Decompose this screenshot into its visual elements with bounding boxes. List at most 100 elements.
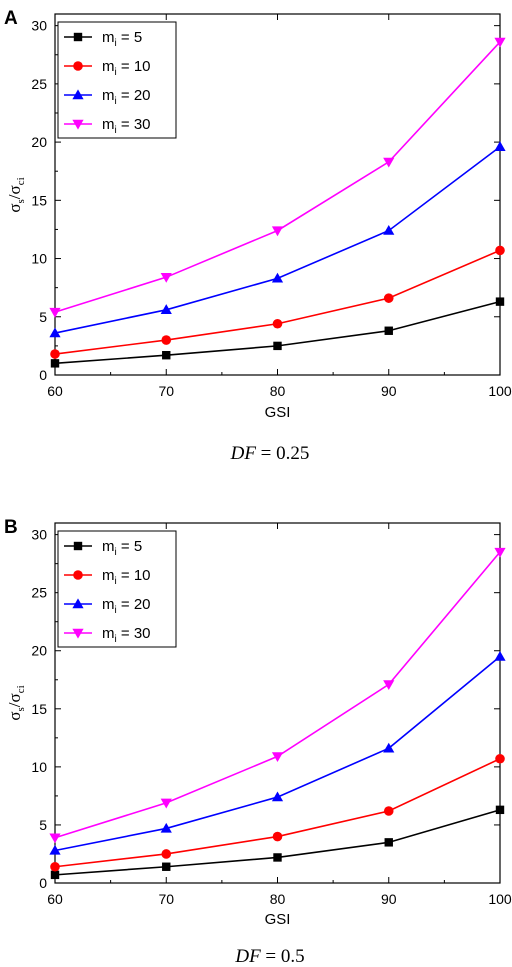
- data-point: [495, 297, 505, 306]
- data-point: [494, 37, 506, 48]
- data-point: [161, 849, 172, 859]
- legend-label: mi = 30: [102, 116, 151, 136]
- series-3: [49, 650, 506, 855]
- series-line: [54, 300, 501, 365]
- y-tick-label: 15: [31, 192, 47, 208]
- panel-label: A: [4, 8, 18, 29]
- legend: mi = 5 mi = 10 mi = 20 mi = 30: [57, 21, 177, 139]
- y-tick-label: 30: [31, 527, 47, 543]
- data-point: [384, 326, 393, 335]
- data-point: [383, 225, 395, 235]
- x-tick-label: 80: [270, 891, 286, 907]
- y-axis-title: σs/σci: [5, 685, 27, 720]
- data-point: [273, 341, 282, 351]
- data-point: [383, 742, 395, 753]
- legend-marker: [73, 32, 83, 42]
- data-point: [49, 307, 61, 318]
- y-tick-label: 30: [31, 18, 47, 34]
- panel-caption: DF = 0.5: [234, 946, 304, 967]
- legend-label: mi = 10: [102, 567, 151, 587]
- data-point: [49, 844, 61, 855]
- y-tick-label: 25: [31, 585, 47, 601]
- x-axis-title: GSI: [265, 911, 291, 928]
- legend-label: mi = 30: [102, 625, 151, 645]
- y-tick-label: 25: [31, 76, 47, 92]
- data-point: [160, 272, 172, 283]
- legend-box: [57, 530, 177, 648]
- legend-item: mi = 20: [64, 596, 151, 616]
- data-point: [50, 349, 60, 359]
- series-line: [54, 758, 501, 868]
- x-tick-label: 80: [270, 383, 286, 399]
- legend-label: mi = 20: [102, 87, 151, 107]
- data-point: [494, 141, 506, 151]
- panel-label: B: [4, 517, 18, 538]
- data-point: [271, 791, 284, 802]
- legend-label: mi = 5: [102, 29, 142, 49]
- legend: mi = 5 mi = 10 mi = 20 mi = 30: [57, 530, 177, 648]
- data-point: [49, 327, 61, 338]
- legend-marker: [72, 628, 84, 639]
- series-4: [49, 37, 506, 318]
- data-point: [273, 853, 282, 862]
- series-2: [50, 753, 505, 872]
- data-point: [49, 833, 61, 844]
- x-tick-label: 70: [158, 891, 174, 907]
- series-1: [50, 297, 505, 368]
- legend-item: mi = 5: [64, 29, 142, 49]
- legend-marker: [73, 61, 83, 71]
- series-1: [50, 805, 505, 880]
- y-tick-label: 15: [31, 701, 47, 717]
- data-point: [383, 680, 395, 691]
- legend-item: mi = 20: [64, 87, 151, 107]
- x-tick-label: 100: [488, 383, 512, 399]
- legend-label: mi = 10: [102, 58, 151, 78]
- data-point: [494, 547, 506, 558]
- x-tick-label: 70: [158, 383, 174, 399]
- data-point: [162, 862, 171, 871]
- series-line: [54, 146, 501, 334]
- legend-marker: [72, 119, 84, 130]
- series-line: [54, 249, 501, 355]
- legend-label: mi = 5: [102, 538, 142, 558]
- legend-item: mi = 10: [64, 567, 151, 587]
- data-point: [271, 272, 284, 283]
- y-tick-label: 10: [31, 251, 47, 267]
- series-line: [54, 809, 501, 876]
- legend-marker: [72, 598, 84, 609]
- data-point: [495, 753, 505, 764]
- legend-box: [57, 21, 177, 139]
- data-point: [160, 304, 172, 314]
- y-tick-label: 10: [31, 759, 47, 775]
- data-point: [383, 157, 395, 168]
- data-point: [50, 861, 60, 872]
- data-point: [495, 805, 505, 815]
- data-point: [384, 838, 393, 847]
- legend-item: mi = 30: [64, 625, 151, 645]
- y-tick-label: 20: [31, 643, 47, 659]
- x-axis-title: GSI: [265, 404, 291, 421]
- x-tick-label: 100: [488, 891, 512, 907]
- y-tick-label: 0: [39, 367, 47, 383]
- legend-marker: [73, 570, 83, 580]
- legend-item: mi = 5: [64, 538, 142, 558]
- legend-marker: [73, 541, 83, 551]
- chart-panel-a: A 60 70 80 90 100 0 5 10 15 20 25 30 GSI σs/σci DF = 0.…: [4, 8, 512, 464]
- data-point: [271, 752, 284, 763]
- data-point: [50, 359, 60, 368]
- data-point: [272, 831, 283, 842]
- data-point: [161, 335, 172, 345]
- data-point: [160, 822, 172, 833]
- legend-label: mi = 20: [102, 596, 151, 616]
- data-point: [495, 245, 505, 256]
- y-tick-label: 20: [31, 134, 47, 150]
- series-2: [50, 245, 505, 359]
- data-point: [383, 293, 394, 303]
- y-tick-label: 5: [39, 309, 47, 325]
- x-tick-label: 60: [47, 891, 63, 907]
- data-point: [494, 650, 506, 661]
- data-point: [271, 226, 284, 237]
- panel-caption: DF = 0.25: [230, 443, 310, 464]
- y-tick-label: 0: [39, 875, 47, 891]
